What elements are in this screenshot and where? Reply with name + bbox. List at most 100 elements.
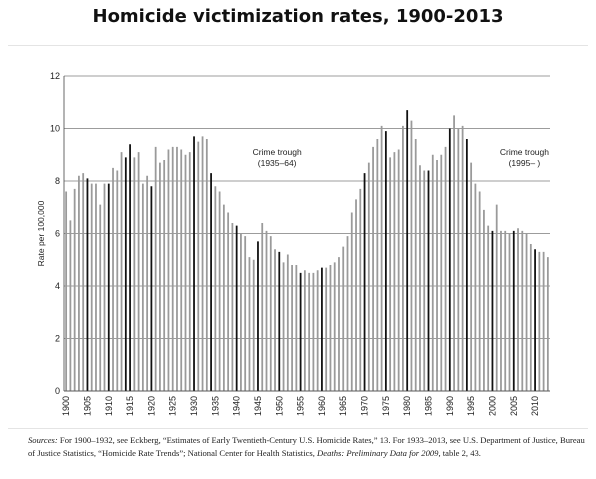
bar-2001 [495, 204, 498, 391]
bar-1919 [146, 175, 149, 391]
bar-1966 [346, 236, 349, 391]
x-tick-label: 1975 [381, 396, 391, 416]
bar-1916 [133, 157, 136, 391]
bar-1992 [457, 128, 460, 391]
bar-2002 [500, 230, 502, 391]
y-tick-label: 4 [55, 281, 60, 291]
bar-1940 [235, 225, 238, 391]
x-tick-label: 1940 [232, 396, 242, 416]
bar-1984 [423, 170, 426, 391]
x-tick-label: 1905 [82, 396, 92, 416]
bar-1901 [69, 220, 72, 391]
y-tick-label: 0 [55, 386, 60, 396]
bar-1927 [180, 149, 183, 391]
bar-1934 [210, 173, 212, 391]
bar-1970 [363, 173, 366, 391]
x-tick-label: 1945 [253, 396, 263, 416]
bar-2013 [546, 257, 549, 391]
bar-2012 [542, 251, 545, 391]
bar-1908 [99, 204, 102, 391]
homicide-rate-bar-chart: 0 2 4 6 8 10 12 1900 1905 1910 1915 1920 1925 1930 19… [36, 71, 550, 416]
bar-1981 [410, 120, 413, 391]
bar-1973 [376, 139, 379, 391]
bar-1975 [384, 131, 387, 391]
bar-1905 [86, 178, 89, 391]
bar-1956 [303, 270, 306, 391]
bar-1955 [299, 272, 302, 391]
bar-1976 [389, 157, 392, 391]
bar-1936 [218, 191, 221, 391]
bar-1917 [137, 152, 140, 391]
bar-1937 [222, 204, 225, 391]
bar-1982 [414, 139, 417, 391]
footnote-divider [8, 428, 588, 429]
bar-2011 [538, 251, 541, 391]
x-tick-label: 2010 [530, 396, 540, 416]
bar-1951 [282, 262, 285, 391]
bar-1958 [312, 272, 315, 391]
bar-1959 [316, 270, 319, 391]
bar-1914 [124, 157, 127, 391]
x-tick-label: 1970 [360, 396, 370, 416]
x-tick-label: 1950 [274, 396, 284, 416]
title-divider [8, 45, 588, 46]
bar-1989 [444, 146, 447, 391]
bar-1932 [201, 136, 204, 391]
x-tick-label: 1965 [338, 396, 348, 416]
bar-1904 [82, 173, 85, 391]
x-tick-label: 2000 [487, 396, 497, 416]
bar-1913 [120, 152, 123, 391]
bar-1902 [73, 188, 76, 391]
bar-1990 [448, 128, 451, 391]
x-tick-label: 1930 [189, 396, 199, 416]
y-tick-label: 10 [50, 124, 60, 134]
bar-1962 [329, 265, 332, 391]
bar-2005 [512, 230, 515, 391]
bar-1952 [286, 254, 289, 391]
bar-1979 [402, 125, 404, 391]
bar-1999 [487, 225, 490, 391]
bar-1998 [483, 209, 485, 391]
bar-1922 [159, 162, 161, 391]
bar-2010 [534, 249, 536, 391]
bar-1963 [333, 262, 336, 391]
bar-1987 [436, 160, 438, 391]
bar-1930 [193, 136, 195, 391]
x-tick-label: 1925 [168, 396, 178, 416]
annotation-trough-2: Crime trough (1995– ) [500, 147, 549, 168]
bar-1945 [257, 241, 259, 391]
bar-1988 [440, 154, 443, 391]
x-tick-label: 2005 [509, 396, 519, 416]
bar-1997 [478, 191, 481, 391]
bar-1978 [397, 149, 400, 391]
bar-1980 [406, 110, 409, 391]
bar-1915 [129, 144, 131, 391]
bar-1912 [116, 170, 119, 391]
bar-1991 [453, 115, 455, 391]
x-tick-label: 1915 [125, 396, 135, 416]
bar-1969 [359, 188, 362, 391]
bar-1971 [367, 162, 370, 391]
sources-text-2: , table 2, 43. [438, 447, 481, 458]
bar-2000 [491, 230, 494, 391]
y-tick-label: 12 [50, 71, 60, 81]
bar-1957 [308, 272, 311, 391]
bar-1943 [248, 257, 251, 391]
x-tick-label: 1900 [61, 396, 71, 416]
bar-1907 [95, 183, 97, 391]
bar-1910 [107, 183, 110, 391]
x-tick-label: 1920 [146, 396, 156, 416]
bar-1986 [431, 154, 434, 391]
bar-1965 [342, 246, 345, 391]
bar-1921 [154, 146, 157, 391]
bar-1926 [176, 146, 178, 391]
bar-1928 [184, 154, 187, 391]
sources-italic-title: Deaths: Preliminary Data for 2009 [317, 447, 439, 458]
x-tick-label: 1990 [445, 396, 455, 416]
annotation-trough-1: Crime trough (1935–64) [253, 147, 302, 168]
bar-1950 [278, 251, 281, 391]
bar-1947 [265, 230, 268, 391]
x-tick-label: 1955 [296, 396, 306, 416]
bar-2009 [529, 244, 532, 391]
bar-2003 [504, 230, 507, 391]
